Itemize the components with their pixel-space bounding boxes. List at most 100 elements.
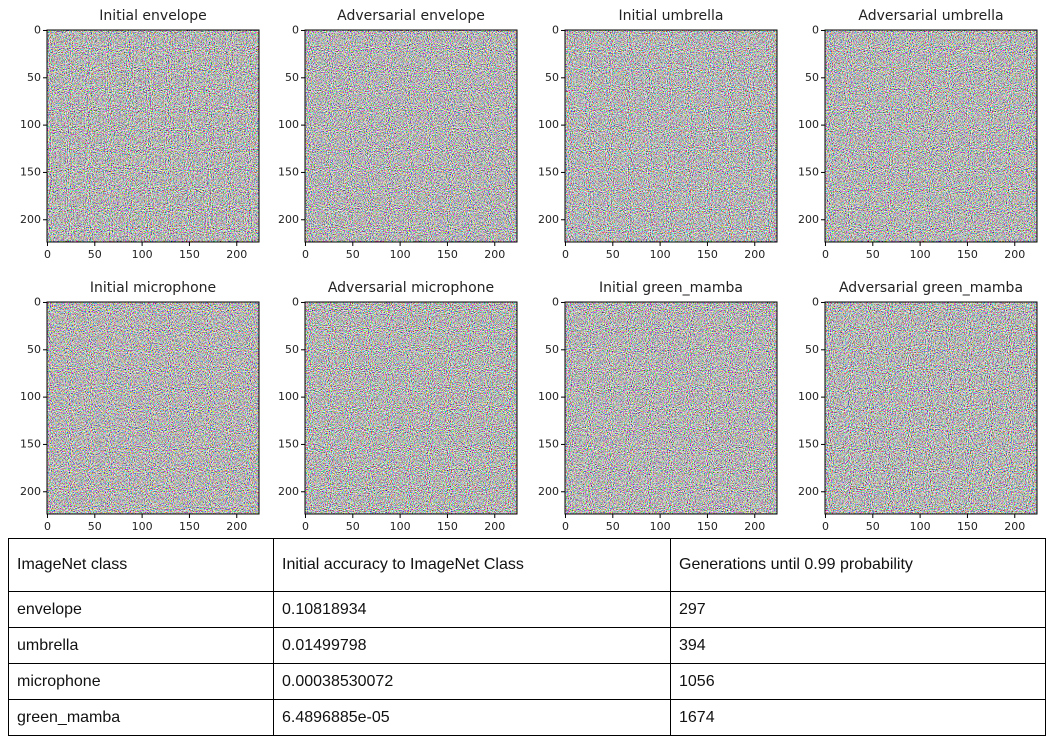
y-tick-label: 0	[34, 295, 41, 308]
y-tick-label: 150	[538, 165, 559, 178]
y-tick-label: 0	[292, 23, 299, 36]
x-tick-label: 200	[744, 248, 765, 261]
header-cell: Generations until 0.99 probability	[671, 539, 1046, 592]
noise-image	[565, 302, 777, 514]
y-tick-label: 200	[278, 213, 299, 226]
x-tick-label: 0	[822, 248, 829, 261]
x-tick-label: 200	[484, 520, 505, 533]
y-tick-label: 100	[538, 118, 559, 131]
x-tick-label: 200	[1004, 248, 1025, 261]
y-tick-label: 150	[20, 437, 41, 450]
y-tick-label: 0	[812, 295, 819, 308]
y-tick-label: 50	[27, 71, 41, 84]
y-tick-label: 200	[798, 485, 819, 498]
table-cell: envelope	[9, 592, 274, 628]
x-tick-label: 0	[44, 248, 51, 261]
panel-title: Initial envelope	[99, 8, 207, 24]
x-tick-label: 100	[132, 248, 153, 261]
y-tick-label: 100	[798, 118, 819, 131]
y-tick-label: 200	[20, 213, 41, 226]
table-cell: 297	[671, 592, 1046, 628]
x-tick-label: 150	[957, 248, 978, 261]
table-cell: 0.01499798	[274, 628, 671, 664]
x-tick-label: 50	[606, 248, 620, 261]
panel-title: Adversarial microphone	[328, 280, 494, 296]
x-tick-label: 150	[697, 520, 718, 533]
panel-title: Initial umbrella	[618, 8, 723, 24]
y-tick-label: 0	[552, 23, 559, 36]
noise-image	[565, 30, 777, 242]
y-tick-label: 200	[538, 213, 559, 226]
noise-image	[825, 302, 1037, 514]
x-tick-label: 200	[226, 248, 247, 261]
y-tick-label: 200	[538, 485, 559, 498]
noise-image	[305, 302, 517, 514]
x-tick-label: 150	[697, 248, 718, 261]
x-tick-label: 200	[1004, 520, 1025, 533]
panel-title: Initial green_mamba	[599, 280, 743, 296]
noise-image	[47, 30, 259, 242]
noise-image	[47, 302, 259, 514]
x-tick-label: 200	[226, 520, 247, 533]
y-tick-label: 100	[20, 390, 41, 403]
x-tick-label: 50	[346, 248, 360, 261]
x-tick-label: 150	[437, 520, 458, 533]
panel-title: Adversarial umbrella	[858, 8, 1003, 24]
y-tick-label: 150	[798, 165, 819, 178]
y-tick-label: 0	[552, 295, 559, 308]
y-tick-label: 0	[292, 295, 299, 308]
x-tick-label: 100	[390, 248, 411, 261]
x-tick-label: 50	[606, 520, 620, 533]
y-tick-label: 50	[545, 71, 559, 84]
x-tick-label: 50	[866, 520, 880, 533]
table-cell: 1674	[671, 700, 1046, 736]
x-tick-label: 150	[179, 520, 200, 533]
x-tick-label: 50	[88, 520, 102, 533]
x-tick-label: 0	[302, 248, 309, 261]
y-tick-label: 150	[278, 437, 299, 450]
x-tick-label: 0	[44, 520, 51, 533]
y-tick-label: 50	[805, 71, 819, 84]
y-tick-label: 100	[798, 390, 819, 403]
x-tick-label: 200	[744, 520, 765, 533]
y-tick-label: 50	[27, 343, 41, 356]
x-tick-label: 50	[346, 520, 360, 533]
panel-title: Adversarial green_mamba	[839, 280, 1023, 296]
table-cell: umbrella	[9, 628, 274, 664]
y-tick-label: 150	[278, 165, 299, 178]
y-tick-label: 100	[278, 390, 299, 403]
y-tick-label: 200	[20, 485, 41, 498]
y-tick-label: 100	[278, 118, 299, 131]
table-cell: 1056	[671, 664, 1046, 700]
table-cell: green_mamba	[9, 700, 274, 736]
figure: Initial envelope 0 50 100 150 200 0 50 100 150 200…	[0, 0, 1054, 540]
x-tick-label: 100	[132, 520, 153, 533]
table-cell: microphone	[9, 664, 274, 700]
y-tick-label: 50	[545, 343, 559, 356]
noise-image	[305, 30, 517, 242]
table-cell: 0.00038530072	[274, 664, 671, 700]
x-tick-label: 0	[302, 520, 309, 533]
x-tick-label: 150	[437, 248, 458, 261]
x-tick-label: 0	[562, 520, 569, 533]
x-tick-label: 0	[822, 520, 829, 533]
y-tick-label: 50	[285, 71, 299, 84]
page: Initial envelope 0 50 100 150 200 0 50 100 150 200…	[0, 0, 1054, 737]
y-tick-label: 200	[798, 213, 819, 226]
y-tick-label: 50	[285, 343, 299, 356]
table-cell: 0.10818934	[274, 592, 671, 628]
x-tick-label: 0	[562, 248, 569, 261]
x-tick-label: 150	[179, 248, 200, 261]
x-tick-label: 100	[650, 248, 671, 261]
header-cell: ImageNet class	[9, 539, 274, 592]
x-tick-label: 100	[910, 248, 931, 261]
y-tick-label: 100	[20, 118, 41, 131]
x-tick-label: 100	[650, 520, 671, 533]
x-tick-label: 150	[957, 520, 978, 533]
y-tick-label: 50	[805, 343, 819, 356]
y-tick-label: 150	[20, 165, 41, 178]
